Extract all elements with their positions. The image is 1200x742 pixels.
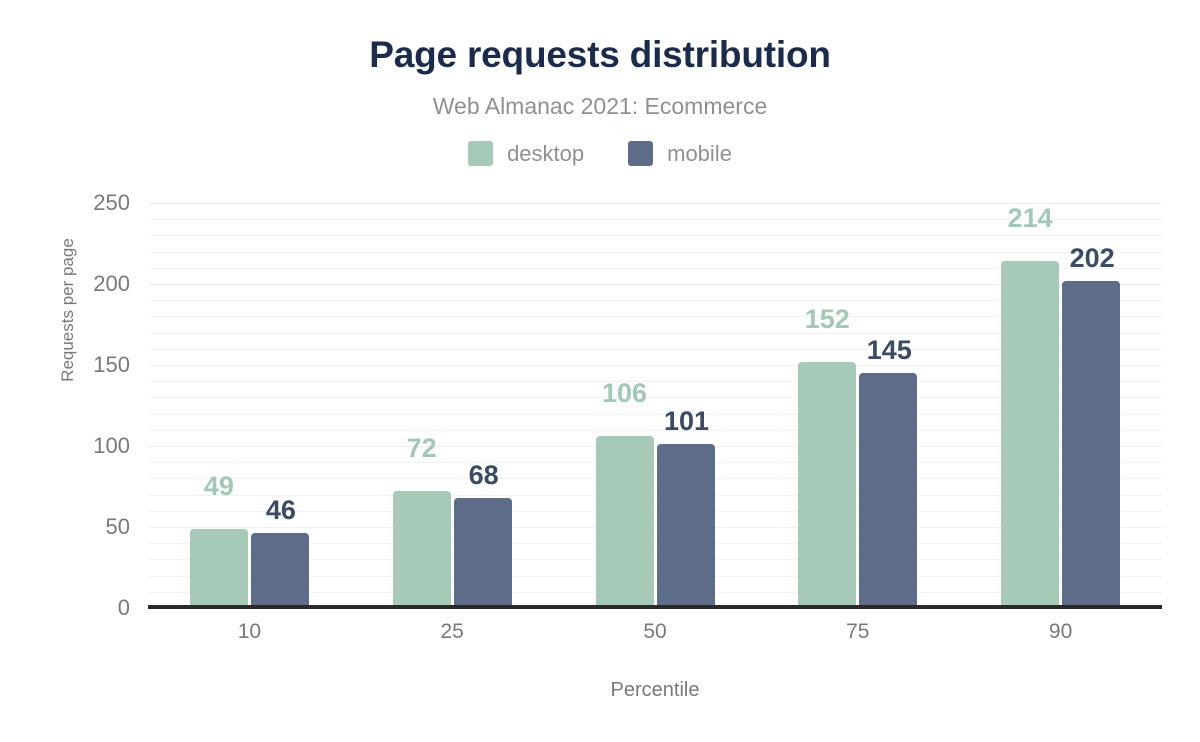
y-axis-tick-label: 50 bbox=[105, 514, 130, 539]
bar-desktop-50[interactable] bbox=[595, 436, 654, 608]
gridline bbox=[148, 251, 1162, 253]
bar-group: 72 68 bbox=[392, 203, 512, 608]
y-axis-tick-label: 0 bbox=[117, 595, 130, 620]
gridline bbox=[148, 397, 1162, 399]
y-axis-tick-label: 200 bbox=[93, 271, 130, 296]
bar-group: 152 145 bbox=[798, 203, 918, 608]
bar-mobile-25[interactable] bbox=[453, 497, 512, 608]
gridline bbox=[148, 462, 1162, 464]
x-axis-title: Percentile bbox=[610, 679, 700, 701]
gridline bbox=[148, 543, 1162, 545]
bar-desktop-75[interactable] bbox=[798, 361, 857, 608]
gridline bbox=[148, 348, 1162, 350]
gridline bbox=[148, 316, 1162, 318]
gridline bbox=[148, 429, 1162, 431]
x-axis-tick-label-75: 75 bbox=[846, 620, 870, 643]
gridline bbox=[148, 575, 1162, 577]
bar-value-mobile-90: 202 bbox=[1069, 242, 1115, 273]
gridline bbox=[148, 446, 1162, 447]
gridline bbox=[148, 413, 1162, 415]
bar-mobile-90[interactable] bbox=[1062, 280, 1121, 608]
gridline bbox=[148, 527, 1162, 528]
bar-value-desktop-10: 49 bbox=[203, 470, 234, 501]
y-axis-ticks: 0 50 100 150 200 250 bbox=[0, 192, 1200, 619]
x-axis-tick-label-50: 50 bbox=[643, 620, 667, 643]
legend-label-desktop: desktop bbox=[507, 141, 585, 166]
gridline bbox=[148, 365, 1162, 366]
y-axis-tick-label: 100 bbox=[93, 433, 130, 458]
bar-value-desktop-50: 106 bbox=[601, 378, 648, 409]
gridline bbox=[148, 478, 1162, 480]
bar-mobile-50[interactable] bbox=[656, 444, 715, 608]
bar-desktop-25[interactable] bbox=[392, 491, 451, 608]
bar-value-mobile-50: 101 bbox=[663, 406, 710, 437]
page-subtitle: Web Almanac 2021: Ecommerce bbox=[432, 93, 768, 119]
x-axis-tick-label-10: 10 bbox=[237, 620, 262, 643]
gridline bbox=[148, 494, 1162, 496]
gridline bbox=[148, 267, 1162, 269]
bar-value-mobile-25: 68 bbox=[468, 459, 499, 490]
chart-legend: desktop mobile bbox=[0, 141, 1200, 166]
bar-group: 106 101 bbox=[595, 203, 715, 608]
legend-swatch-desktop-icon bbox=[468, 141, 494, 166]
bar-mobile-10[interactable] bbox=[250, 533, 309, 608]
x-axis-tick-label-90: 90 bbox=[1048, 620, 1073, 643]
legend-label-mobile: mobile bbox=[667, 141, 732, 166]
gridline bbox=[148, 284, 1162, 285]
gridline bbox=[148, 559, 1162, 561]
bar-desktop-10[interactable] bbox=[189, 528, 248, 608]
gridline bbox=[148, 591, 1162, 593]
gridline bbox=[148, 203, 1162, 204]
legend-swatch-mobile-icon bbox=[628, 141, 654, 166]
bar-value-mobile-75: 145 bbox=[866, 335, 912, 366]
y-axis-tick-label: 250 bbox=[93, 190, 130, 215]
y-axis-tick-label: 150 bbox=[93, 352, 130, 377]
gridline bbox=[148, 300, 1162, 302]
bar-mobile-75[interactable] bbox=[859, 373, 918, 608]
legend-item-mobile[interactable]: mobile bbox=[628, 141, 732, 166]
x-axis-line bbox=[148, 605, 1162, 609]
bar-value-desktop-25: 72 bbox=[406, 433, 437, 464]
gridline bbox=[148, 381, 1162, 383]
bar-value-desktop-90: 214 bbox=[1007, 203, 1053, 234]
bar-group: 49 46 bbox=[189, 203, 309, 608]
gridline bbox=[148, 235, 1162, 237]
plot-area: 49 46 72 68 106 101 152 145 214 202 bbox=[148, 203, 1162, 608]
legend-item-desktop[interactable]: desktop bbox=[468, 141, 584, 166]
gridline bbox=[148, 219, 1162, 221]
gridline bbox=[148, 510, 1162, 512]
bar-value-desktop-75: 152 bbox=[804, 303, 850, 334]
bar-value-mobile-10: 46 bbox=[265, 495, 296, 526]
bar-group: 214 202 bbox=[1001, 203, 1121, 608]
x-axis-tick-label-25: 25 bbox=[440, 620, 464, 643]
page-title: Page requests distribution bbox=[369, 34, 831, 75]
gridline bbox=[148, 332, 1162, 334]
bar-desktop-90[interactable] bbox=[1001, 261, 1060, 608]
